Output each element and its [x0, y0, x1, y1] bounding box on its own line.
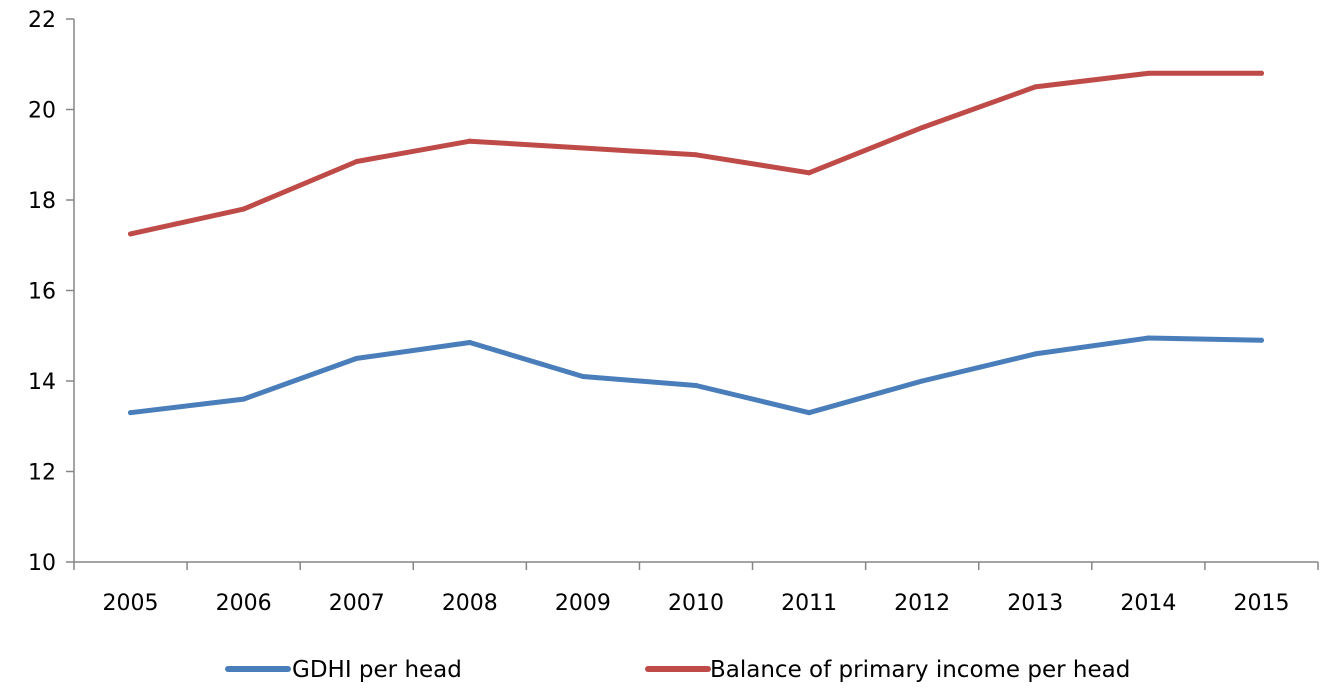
data-point — [806, 410, 812, 416]
data-point — [580, 373, 586, 379]
series-lines — [128, 70, 1264, 416]
data-point — [128, 231, 134, 237]
data-point — [354, 159, 360, 165]
data-point — [128, 410, 134, 416]
x-tick-label: 2014 — [1120, 591, 1176, 616]
series-line-0 — [128, 335, 1264, 416]
data-point — [1145, 335, 1151, 341]
y-tick-label: 14 — [28, 370, 56, 395]
data-point — [693, 383, 699, 389]
x-tick-label: 2008 — [442, 591, 498, 616]
x-tick-label: 2010 — [668, 591, 724, 616]
data-point — [241, 396, 247, 402]
legend: GDHI per head Balance of primary income p… — [225, 657, 1130, 683]
data-point — [467, 138, 473, 144]
data-point — [354, 355, 360, 361]
x-tick-label: 2005 — [103, 591, 159, 616]
x-tick-label: 2007 — [329, 591, 385, 616]
data-point — [580, 145, 586, 151]
legend-label: GDHI per head — [292, 657, 462, 683]
y-tick-label: 22 — [28, 8, 56, 33]
data-point — [919, 378, 925, 384]
data-point — [1032, 351, 1038, 357]
x-tick-label: 2009 — [555, 591, 611, 616]
data-point — [467, 340, 473, 346]
x-tick-label: 2011 — [781, 591, 837, 616]
data-point — [1032, 84, 1038, 90]
data-point — [693, 152, 699, 158]
data-point — [241, 206, 247, 212]
y-tick-label: 12 — [28, 461, 56, 486]
y-tick-label: 16 — [28, 280, 56, 305]
legend-label: Balance of primary income per head — [710, 657, 1130, 683]
data-point — [919, 125, 925, 131]
y-tick-label: 10 — [28, 551, 56, 576]
x-tick-label: 2013 — [1007, 591, 1063, 616]
data-point — [1258, 337, 1264, 343]
x-tick-label: 2012 — [894, 591, 950, 616]
data-point — [1258, 70, 1264, 76]
y-tick-label: 18 — [28, 189, 56, 214]
x-tick-label: 2015 — [1233, 591, 1289, 616]
data-point — [806, 170, 812, 176]
axes: 10 12 14 16 18 20 22 2005 2006 2007 2008 2009 2010 20… — [28, 8, 1319, 616]
data-point — [1145, 70, 1151, 76]
y-tick-label: 20 — [28, 99, 56, 124]
x-tick-label: 2006 — [216, 591, 272, 616]
